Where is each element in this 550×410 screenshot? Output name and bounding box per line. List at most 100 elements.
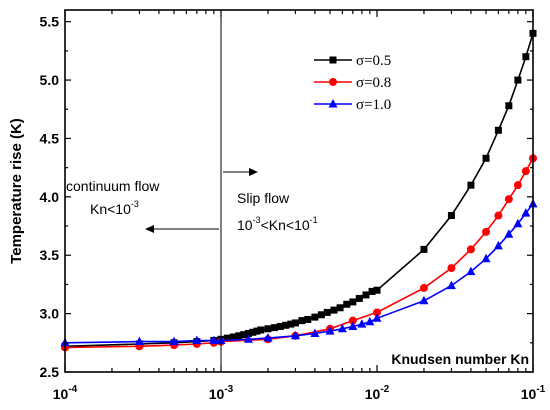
data-point-square (373, 286, 381, 294)
data-point-square (343, 300, 351, 308)
legend-label: σ=1.0 (356, 97, 391, 113)
legend-label: σ=0.5 (356, 53, 391, 69)
data-point-triangle (134, 336, 144, 346)
data-point-square (249, 328, 257, 336)
x-tick-label: 10-2 (365, 384, 390, 402)
slip-flow-arrow (223, 168, 258, 176)
data-point-triangle (521, 208, 531, 217)
y-tick-label: 3.5 (40, 247, 60, 263)
y-tick-label: 5.5 (40, 14, 60, 30)
data-point-circle (329, 78, 337, 86)
continuum-kn-range: Kn<10-3 (90, 199, 139, 217)
data-point-triangle (192, 335, 202, 344)
y-tick-label: 5.0 (40, 72, 60, 88)
continuum-arrow (145, 225, 219, 233)
data-point-square (240, 331, 248, 339)
data-point-square (317, 311, 325, 319)
data-point-square (323, 308, 331, 316)
data-point-triangle (348, 321, 358, 330)
data-point-triangle (310, 328, 320, 337)
data-point-triangle (446, 280, 456, 290)
slip-range-base: 10 (237, 217, 253, 233)
data-point-triangle (357, 319, 367, 328)
data-point-triangle (481, 253, 491, 263)
data-point-square (514, 76, 522, 84)
data-point-square (304, 315, 312, 323)
data-point-circle (466, 245, 475, 254)
continuum-flow-label: continuum flow (66, 178, 160, 194)
x-tick-label: 10-1 (521, 384, 546, 402)
data-point-square (336, 304, 344, 312)
data-point-square (291, 319, 299, 327)
data-point-circle (447, 264, 456, 273)
y-tick-label: 2.5 (40, 364, 60, 380)
x-tick-base: 10 (53, 386, 69, 402)
data-point-circle (504, 195, 513, 204)
data-point-triangle (493, 240, 503, 250)
data-point-square (494, 126, 502, 134)
slip-range-mid: <Kn<10 (261, 217, 310, 233)
data-point-square (368, 287, 376, 295)
data-point-square (229, 333, 237, 341)
legend-label: σ=0.8 (356, 75, 391, 91)
data-point-triangle (209, 335, 219, 344)
data-point-triangle (325, 326, 335, 335)
data-point-triangle (466, 266, 476, 276)
data-point-triangle (169, 336, 179, 346)
data-point-circle (482, 227, 491, 236)
slip-kn-range: 10-3<Kn<10-1 (237, 215, 318, 233)
x-tick-exponent: -3 (224, 384, 233, 395)
x-tick-exponent: -1 (536, 384, 545, 395)
data-point-circle (494, 211, 503, 220)
data-point-triangle (290, 330, 300, 340)
data-point-circle (419, 283, 428, 292)
legend-entry: σ=0.8 (314, 75, 391, 91)
data-point-triangle (263, 333, 273, 342)
data-point-square (355, 294, 363, 302)
x-tick-exponent: -2 (380, 384, 389, 395)
data-point-square (522, 53, 530, 61)
data-point-triangle (513, 218, 523, 228)
x-tick-exponent: -4 (68, 384, 77, 395)
slip-range-exponent-1: -3 (253, 215, 261, 225)
y-tick-label: 4.0 (40, 189, 60, 205)
data-point-square (362, 291, 370, 299)
legend-entry: σ=1.0 (314, 97, 391, 113)
data-point-square (482, 154, 490, 162)
data-point-square (420, 245, 428, 253)
data-point-square (264, 325, 272, 333)
kn-range-text: Kn<10 (90, 201, 131, 217)
y-axis-label: Temperature rise (K) (8, 118, 25, 264)
data-point-triangle (365, 316, 375, 326)
data-point-square (244, 329, 252, 337)
data-point-square (257, 326, 265, 334)
data-point-square (311, 313, 319, 321)
plot-frame (64, 9, 534, 373)
arrow-head-right (249, 168, 258, 176)
data-point-square (329, 56, 337, 64)
x-tick-base: 10 (521, 386, 537, 402)
data-point-square (298, 317, 306, 325)
data-point-triangle (243, 334, 253, 343)
slip-flow-label: Slip flow (237, 190, 290, 206)
data-point-circle (373, 308, 381, 317)
data-point-square (349, 298, 357, 306)
x-tick-label: 10-4 (53, 384, 78, 402)
y-tick-label: 3.0 (40, 306, 60, 322)
data-point-triangle (419, 295, 429, 305)
kn-range-exponent: -3 (131, 199, 139, 209)
data-point-triangle (372, 313, 382, 322)
data-point-square (270, 324, 278, 332)
data-point-square (276, 322, 284, 330)
data-point-square (235, 332, 243, 340)
data-point-square (282, 321, 290, 329)
series-1 (61, 29, 537, 350)
y-tick-label: 4.5 (40, 130, 60, 146)
data-point-square (223, 334, 231, 342)
data-point-square (330, 306, 338, 314)
x-tick-base: 10 (209, 386, 225, 402)
x-tick-base: 10 (365, 386, 381, 402)
data-point-circle (521, 167, 530, 176)
